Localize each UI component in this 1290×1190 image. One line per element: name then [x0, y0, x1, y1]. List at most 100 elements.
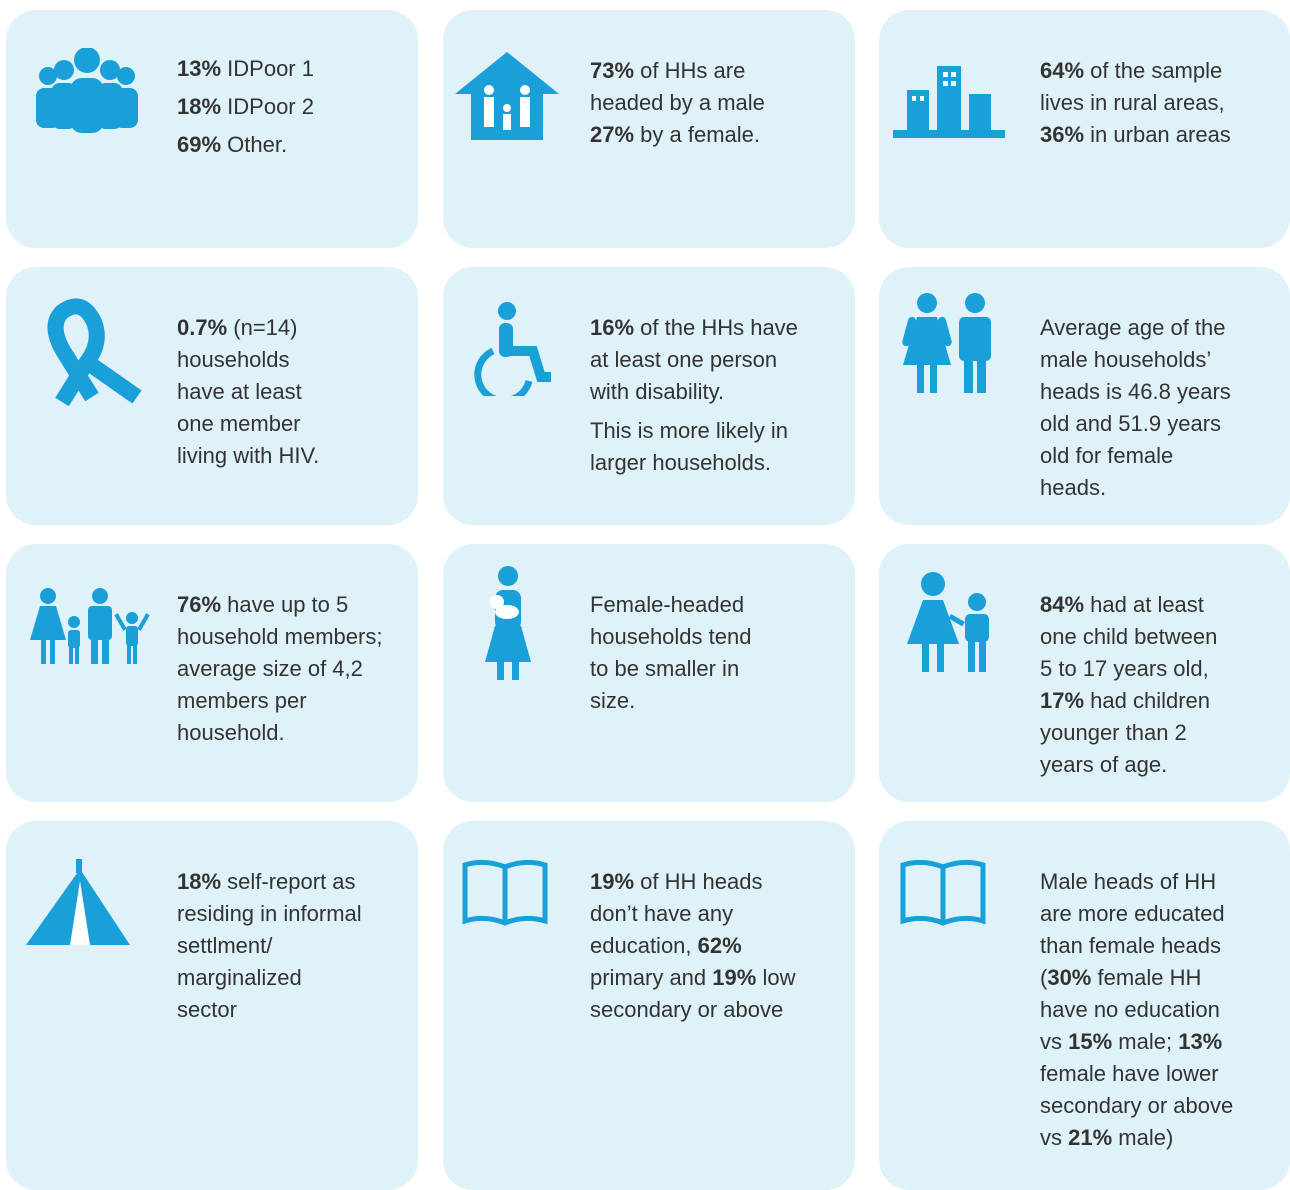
card: 13% IDPoor 1 18% IDPoor 2 69% Other.: [6, 10, 418, 248]
ribbon-icon: [47, 298, 142, 407]
card-text: 0.7% (n=14) households have at least one me…: [177, 312, 319, 472]
text-line: household members;: [177, 621, 382, 653]
text-line: 5 to 17 years old,: [1040, 653, 1217, 685]
mother-child-icon: [907, 572, 989, 672]
text-segment: years of age.: [1040, 752, 1168, 777]
text-line: vs 15% male; 13%: [1040, 1026, 1233, 1058]
text-segment: than female heads: [1040, 933, 1222, 958]
paragraph: 73% of HHs are headed by a male 27% by a f…: [590, 55, 765, 151]
paragraph: Male heads of HH are more educated than fe…: [1040, 866, 1233, 1154]
card: Average age of the male households’ heads …: [879, 267, 1290, 525]
text-line: larger households.: [590, 447, 798, 479]
text-line: average size of 4,2: [177, 653, 382, 685]
highlight-figure: 19%: [590, 869, 635, 894]
text-segment: vs: [1040, 1029, 1069, 1054]
text-segment: households tend: [590, 624, 752, 649]
text-line: at least one person: [590, 344, 798, 376]
text-segment: Female-headed: [590, 592, 745, 617]
text-line: have no education: [1040, 994, 1233, 1026]
text-segment: vs: [1040, 1125, 1069, 1150]
text-segment: in urban areas: [1084, 122, 1231, 147]
text-segment: have no education: [1040, 997, 1220, 1022]
text-line: 64% of the sample: [1040, 55, 1231, 87]
tent-icon: [26, 859, 130, 945]
card: 76% have up to 5 household members; averag…: [6, 544, 418, 802]
text-line: Female-headed: [590, 589, 751, 621]
text-segment: one child between: [1040, 624, 1218, 649]
text-segment: secondary or above: [590, 997, 784, 1022]
highlight-figure: 0.7%: [177, 315, 228, 340]
text-line: households tend: [590, 621, 751, 653]
text-line: female have lower: [1040, 1058, 1233, 1090]
text-line: education, 62%: [590, 930, 795, 962]
text-line: secondary or above: [590, 994, 795, 1026]
paragraph: 19% of HH heads don’t have any education, …: [590, 866, 795, 1026]
text-line: 16% of the HHs have: [590, 312, 798, 344]
book-icon: [900, 859, 986, 926]
text-line: old and 51.9 years: [1040, 408, 1231, 440]
paragraph: 0.7% (n=14) households have at least one me…: [177, 312, 319, 472]
card-text: 18% self-report as residing in informal se…: [177, 866, 362, 1026]
paragraph: 13% IDPoor 1 18% IDPoor 2 69% Other.: [177, 50, 314, 164]
text-line: are more educated: [1040, 898, 1233, 930]
text-segment: at least one person: [590, 347, 778, 372]
paragraph: This is more likely in larger households.: [590, 415, 798, 479]
text-segment: heads is 46.8 years: [1040, 379, 1231, 404]
text-segment: to be smaller in: [590, 656, 740, 681]
book-icon: [462, 859, 548, 926]
highlight-figure: 73%: [590, 58, 635, 83]
text-line: have at least: [177, 376, 319, 408]
text-line: than female heads: [1040, 930, 1233, 962]
card-text: 64% of the sample lives in rural areas, 36…: [1040, 55, 1231, 151]
text-segment: Average age of the: [1040, 315, 1226, 340]
text-segment: Other.: [221, 132, 288, 157]
text-line: heads is 46.8 years: [1040, 376, 1231, 408]
text-segment: larger households.: [590, 450, 772, 475]
text-segment: have up to 5: [221, 592, 349, 617]
paragraph: 64% of the sample lives in rural areas, 36…: [1040, 55, 1231, 151]
text-line: 18% self-report as: [177, 866, 362, 898]
card-text: 13% IDPoor 1 18% IDPoor 2 69% Other.: [177, 50, 314, 164]
house-icon: [455, 52, 559, 140]
text-segment: marginalized: [177, 965, 302, 990]
text-segment: primary and: [590, 965, 713, 990]
text-segment: headed by a male: [590, 90, 765, 115]
paragraph: 16% of the HHs have at least one person wi…: [590, 312, 798, 408]
text-segment: female HH: [1091, 965, 1202, 990]
text-segment: of the sample: [1084, 58, 1223, 83]
text-line: This is more likely in: [590, 415, 798, 447]
paragraph: Female-headed households tend to be smalle…: [590, 589, 751, 717]
text-segment: younger than 2: [1040, 720, 1187, 745]
card: 0.7% (n=14) households have at least one me…: [6, 267, 418, 525]
text-segment: old for female: [1040, 443, 1174, 468]
text-segment: had at least: [1084, 592, 1204, 617]
text-line: younger than 2: [1040, 717, 1217, 749]
text-line: heads.: [1040, 472, 1231, 504]
text-line: 19% of HH heads: [590, 866, 795, 898]
text-segment: (: [1040, 965, 1048, 990]
card: Male heads of HH are more educated than fe…: [879, 821, 1290, 1190]
card-text: 73% of HHs are headed by a male 27% by a f…: [590, 55, 765, 151]
highlight-figure: 16%: [590, 315, 635, 340]
mother-baby-icon: [485, 566, 531, 680]
text-segment: This is more likely in: [590, 418, 789, 443]
text-segment: are more educated: [1040, 901, 1225, 926]
highlight-figure: 69%: [177, 132, 222, 157]
text-line: don’t have any: [590, 898, 795, 930]
text-segment: household members;: [177, 624, 383, 649]
text-line: 84% had at least: [1040, 589, 1217, 621]
text-line: Average age of the: [1040, 312, 1231, 344]
paragraph: 84% had at least one child between 5 to 17…: [1040, 589, 1217, 781]
text-segment: education,: [590, 933, 698, 958]
text-line: lives in rural areas,: [1040, 87, 1231, 119]
text-segment: residing in informal: [177, 901, 362, 926]
people-icon: [36, 48, 138, 133]
text-segment: male households’: [1040, 347, 1212, 372]
card-text: 16% of the HHs have at least one person wi…: [590, 312, 798, 479]
card: 19% of HH heads don’t have any education, …: [443, 821, 855, 1190]
text-segment: IDPoor 2: [221, 94, 314, 119]
highlight-figure: 13%: [1178, 1029, 1223, 1054]
card-text: Male heads of HH are more educated than fe…: [1040, 866, 1233, 1154]
text-line: size.: [590, 685, 751, 717]
text-line: male households’: [1040, 344, 1231, 376]
